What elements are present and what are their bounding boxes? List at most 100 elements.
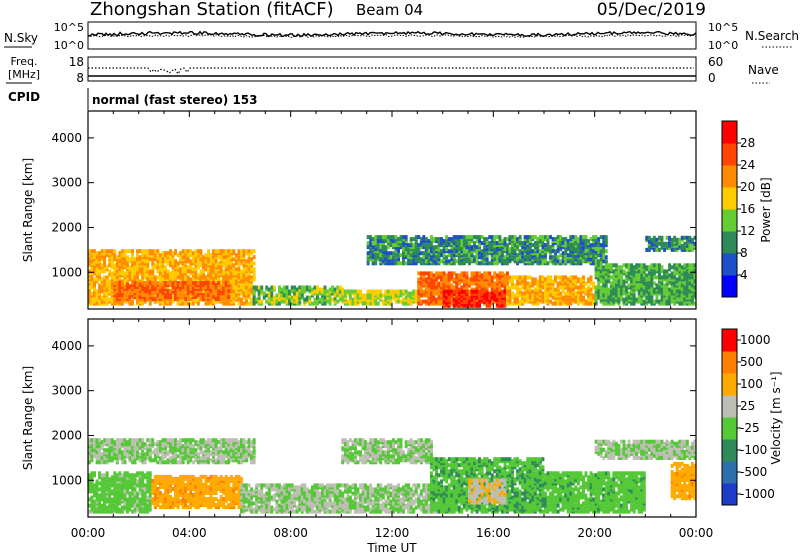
heatmap-cell: [265, 299, 269, 304]
heatmap-cell: [627, 275, 631, 280]
heatmap-cell: [98, 301, 101, 306]
heatmap-cell: [506, 285, 509, 290]
heatmap-cell: [212, 269, 215, 274]
heatmap-cell: [227, 289, 231, 294]
heatmap-cell: [113, 277, 117, 282]
heatmap-cell: [93, 265, 96, 270]
heatmap-cell: [128, 257, 132, 262]
heatmap-cell: [164, 281, 167, 285]
heatmap-cell: [217, 255, 221, 260]
heatmap-cell: [207, 269, 210, 274]
heatmap-cell: [594, 293, 598, 298]
heatmap-cell: [617, 299, 621, 304]
heatmap-cell: [559, 291, 563, 296]
heatmap-cell: [141, 269, 145, 274]
heatmap-cell: [584, 281, 588, 286]
heatmap-cell: [169, 283, 172, 287]
heatmap-cell: [658, 299, 661, 304]
heatmap-cell: [508, 279, 512, 284]
heatmap-cell: [120, 297, 124, 302]
heatmap-cell: [138, 297, 142, 302]
colorbar-swatch: [722, 253, 737, 276]
heatmap-cell: [288, 289, 291, 294]
heatmap-cell: [217, 289, 221, 294]
heatmap-cell: [549, 249, 552, 254]
heatmap-cell: [164, 273, 167, 278]
heatmap-cell: [108, 297, 112, 302]
heatmap-cell: [445, 289, 449, 294]
heatmap-cell: [88, 253, 91, 258]
heatmap-cell: [670, 237, 674, 242]
heatmap-cell: [176, 289, 180, 294]
heatmap-cell: [437, 255, 441, 260]
heatmap-cell: [424, 271, 428, 276]
heatmap-cell: [450, 253, 454, 258]
heatmap-cell: [589, 237, 593, 242]
heatmap-cell: [120, 253, 124, 258]
heatmap-cell: [604, 249, 608, 254]
heatmap-cell: [191, 269, 195, 274]
heatmap-cell: [582, 241, 585, 246]
heatmap-cell: [442, 289, 446, 294]
heatmap-cell: [138, 255, 142, 260]
heatmap-cell: [452, 285, 456, 290]
heatmap-cell: [384, 245, 388, 250]
heatmap-cell: [179, 450, 183, 455]
heatmap-cell: [470, 245, 474, 250]
heatmap-cell: [250, 275, 253, 280]
heatmap-cell: [295, 295, 299, 300]
heatmap-cell: [95, 251, 99, 256]
heatmap-cell: [247, 275, 251, 280]
heatmap-cell: [690, 283, 694, 288]
heatmap-cell: [389, 289, 393, 294]
heatmap-cell: [103, 297, 107, 302]
heatmap-cell: [310, 301, 314, 306]
heatmap-cell: [447, 271, 451, 276]
heatmap-cell: [632, 273, 636, 278]
heatmap-cell: [440, 301, 443, 306]
heatmap-cell: [506, 243, 509, 248]
heatmap-cell: [663, 241, 666, 246]
heatmap-cell: [146, 281, 150, 285]
heatmap-cell: [308, 295, 312, 300]
heatmap-cell: [665, 299, 669, 304]
heatmap-cell: [151, 269, 155, 274]
heatmap-cell: [186, 438, 190, 443]
heatmap-cell: [670, 247, 674, 252]
heatmap-cell: [518, 249, 522, 254]
heatmap-cell: [574, 247, 578, 252]
heatmap-cell: [435, 297, 438, 302]
heatmap-cell: [194, 253, 198, 258]
heatmap-cell: [224, 249, 228, 254]
heatmap-cell: [227, 257, 231, 262]
heatmap-cell: [250, 257, 253, 262]
heatmap-cell: [379, 295, 383, 300]
heatmap-cell: [642, 281, 646, 286]
heatmap-cell: [146, 456, 150, 461]
heatmap-cell: [290, 285, 294, 290]
heatmap-cell: [673, 235, 677, 240]
heatmap-cell: [462, 257, 466, 262]
heatmap-cell: [184, 454, 188, 459]
heatmap-cell: [670, 281, 674, 286]
heatmap-cell: [189, 269, 193, 274]
heatmap-cell: [234, 253, 238, 258]
heatmap-cell: [219, 255, 223, 260]
heatmap-cell: [609, 297, 613, 302]
heatmap-cell: [414, 295, 418, 300]
heatmap-cell: [110, 452, 114, 457]
heatmap-cell: [146, 289, 150, 294]
heatmap-cell: [556, 275, 560, 280]
heatmap-cell: [113, 452, 117, 457]
heatmap-cell: [151, 458, 155, 463]
heatmap-cell: [356, 295, 360, 300]
colorbar-tick-label: 12: [740, 224, 755, 238]
heatmap-cell: [587, 291, 590, 296]
heatmap-cell: [645, 277, 649, 282]
heatmap-cell: [186, 249, 190, 254]
heatmap-cell: [637, 273, 641, 278]
heatmap-cell: [488, 271, 492, 276]
heatmap-cell: [93, 448, 96, 453]
heatmap-cell: [227, 267, 231, 272]
